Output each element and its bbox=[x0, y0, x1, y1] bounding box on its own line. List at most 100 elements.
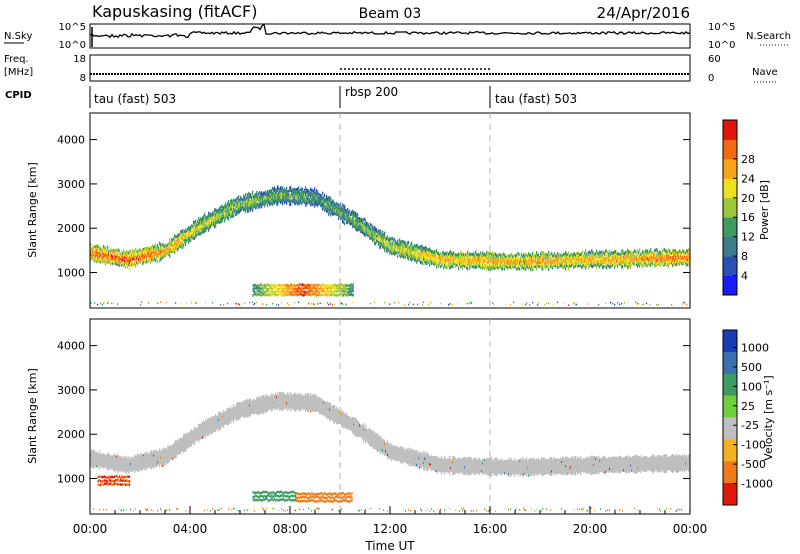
power-cell bbox=[554, 255, 556, 258]
power-cell bbox=[240, 206, 242, 211]
power-cell bbox=[135, 252, 137, 256]
power-cell bbox=[120, 255, 122, 258]
power-cell bbox=[512, 259, 514, 262]
power-cell bbox=[121, 263, 123, 267]
velocity-speckle bbox=[329, 408, 331, 411]
power-cell bbox=[102, 259, 104, 263]
power-cell bbox=[456, 253, 458, 257]
velocity-cell bbox=[105, 455, 107, 468]
power-cell bbox=[245, 199, 247, 204]
power-cell bbox=[460, 264, 462, 269]
power-near-range-cell bbox=[278, 304, 280, 306]
power-cell bbox=[473, 251, 475, 256]
power-cell bbox=[548, 267, 550, 271]
power-cell bbox=[176, 247, 178, 251]
power-cell bbox=[523, 259, 525, 263]
velocity-cell bbox=[358, 421, 360, 438]
power-cell bbox=[91, 247, 93, 251]
velocity-near-range-cell bbox=[437, 508, 439, 511]
power-near-range-cell bbox=[635, 301, 637, 303]
velocity-cell bbox=[326, 402, 328, 418]
power-near-range-cell bbox=[370, 302, 372, 305]
power-cell bbox=[473, 265, 475, 269]
power-patch-cell bbox=[299, 290, 301, 293]
power-cell bbox=[362, 218, 364, 222]
power-patch-cell bbox=[260, 291, 262, 294]
power-patch-cell bbox=[334, 294, 336, 297]
power-cell bbox=[572, 258, 574, 262]
power-cell bbox=[413, 247, 415, 251]
power-cell bbox=[601, 262, 603, 266]
power-cell bbox=[380, 236, 382, 241]
power-cell bbox=[162, 243, 164, 247]
power-cell bbox=[663, 255, 665, 260]
power-cell bbox=[354, 218, 356, 222]
power-cell bbox=[508, 258, 510, 262]
velocity-near-range-cell bbox=[281, 508, 283, 510]
power-near-range-cell bbox=[619, 303, 621, 306]
power-cell bbox=[496, 256, 498, 260]
power-cell bbox=[673, 260, 675, 264]
power-cell bbox=[230, 211, 232, 216]
power-cell bbox=[119, 263, 121, 268]
power-cell bbox=[603, 259, 605, 263]
power-cell bbox=[475, 265, 477, 269]
power-cell bbox=[198, 227, 200, 231]
power-cell bbox=[395, 250, 397, 255]
velocity-speckle bbox=[464, 466, 466, 469]
power-cell bbox=[194, 227, 196, 232]
power-cell bbox=[369, 225, 371, 229]
power-cell bbox=[646, 254, 648, 258]
power-cell bbox=[304, 188, 306, 192]
power-cell bbox=[676, 250, 678, 254]
power-cell bbox=[309, 198, 311, 201]
power-cell bbox=[118, 248, 120, 252]
power-cell bbox=[375, 241, 377, 246]
power-patch-cell bbox=[288, 284, 290, 287]
power-cell bbox=[621, 261, 623, 265]
power-patch-cell bbox=[254, 283, 256, 287]
power-cell bbox=[136, 254, 138, 257]
power-cell bbox=[455, 265, 457, 269]
velocity-cell bbox=[626, 455, 628, 474]
power-cell bbox=[206, 223, 208, 226]
power-patch-cell bbox=[349, 287, 351, 290]
power-patch-cell bbox=[332, 290, 334, 294]
power-patch-cell bbox=[327, 284, 329, 287]
power-cell bbox=[200, 231, 202, 236]
velocity-cell bbox=[212, 415, 214, 434]
velocity-near-range-cell bbox=[210, 510, 212, 512]
power-cell bbox=[124, 259, 126, 263]
power-cell bbox=[387, 235, 389, 240]
velocity-cell bbox=[513, 460, 515, 475]
power-cell bbox=[528, 255, 530, 259]
power-patch-cell bbox=[289, 284, 291, 287]
power-patch-cell bbox=[256, 284, 258, 288]
power-cell bbox=[343, 207, 345, 211]
power-cell bbox=[556, 260, 558, 263]
power-cell bbox=[521, 253, 523, 257]
power-cell bbox=[334, 210, 336, 213]
power-cell bbox=[681, 256, 683, 260]
power-patch-cell bbox=[304, 284, 306, 287]
power-cell bbox=[261, 201, 263, 205]
velocity-cell bbox=[267, 394, 269, 413]
velocity-cell bbox=[545, 458, 547, 475]
power-cell bbox=[132, 249, 134, 253]
power-cell bbox=[344, 216, 346, 221]
power-cell bbox=[95, 254, 97, 258]
power-cell bbox=[130, 249, 132, 254]
power-cell bbox=[391, 241, 393, 246]
power-cell bbox=[577, 262, 579, 266]
power-cell bbox=[271, 201, 273, 205]
power-cell bbox=[308, 189, 310, 193]
power-cell bbox=[221, 219, 223, 223]
power-cell bbox=[120, 260, 122, 264]
power-near-range-cell bbox=[642, 303, 644, 306]
power-cell bbox=[643, 251, 645, 255]
power-cell bbox=[280, 200, 282, 204]
power-cell bbox=[159, 259, 161, 263]
power-cell bbox=[501, 253, 503, 257]
power-cell bbox=[444, 258, 446, 262]
velocity-cell bbox=[575, 456, 577, 476]
